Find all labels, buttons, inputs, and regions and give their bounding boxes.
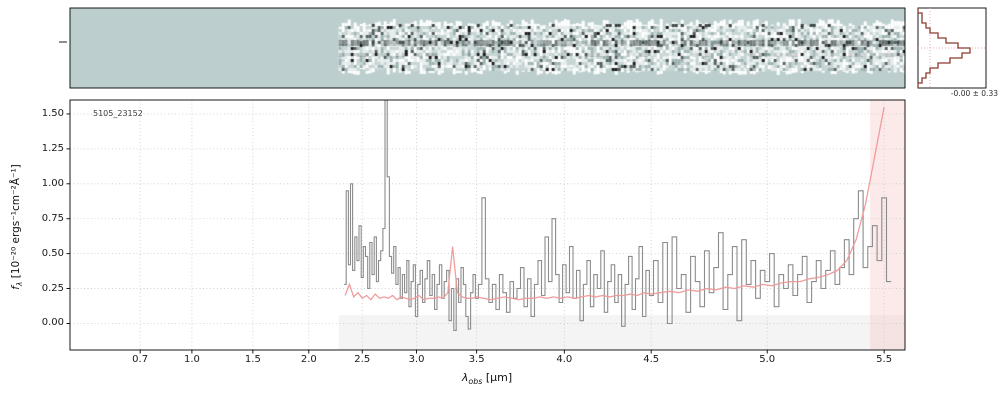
residual-stat-label: -0.00 ± 0.33	[950, 89, 998, 98]
x-tick-label: 5.5	[876, 354, 893, 365]
y-tick-label: 1.00	[41, 177, 64, 189]
residual-histogram	[917, 8, 986, 88]
y-tick-label: 0.25	[41, 282, 64, 294]
y-tick-label: 0.50	[41, 247, 64, 259]
x-tick-label: 1.5	[244, 354, 261, 365]
2d-panel-frame	[69, 7, 906, 89]
y-tick-label: 1.25	[41, 142, 64, 154]
x-axis-label-sub: obs	[468, 377, 483, 387]
error-spectrum-line	[344, 106, 885, 301]
y-tick-label: 1.50	[41, 107, 64, 119]
y-axis-label-symbol: f	[9, 286, 22, 290]
x-tick-label: 3.5	[468, 354, 485, 365]
x-tick-label: 5.0	[759, 354, 776, 365]
x-tick-label: 0.7	[132, 354, 149, 365]
observed-spectrum-line	[344, 100, 892, 331]
y-tick-label: 0.00	[41, 317, 64, 329]
x-tick-label: 3.0	[408, 354, 425, 365]
x-axis-label: λobs [μm]	[462, 371, 512, 386]
y-axis-label-sub: λ	[15, 281, 25, 287]
x-tick-label: 2.0	[300, 354, 317, 365]
x-tick-label: 2.5	[354, 354, 371, 365]
y-axis-label: fλ [10⁻²⁰ ergs⁻¹cm⁻²Å⁻¹]	[10, 164, 24, 290]
series	[344, 100, 892, 331]
object-id-label: 5105_23152	[93, 109, 143, 118]
2d-spectrum-image	[70, 8, 905, 88]
gridlines	[70, 100, 905, 350]
edge-band	[870, 100, 905, 350]
x-tick-label: 4.0	[556, 354, 573, 365]
x-tick-label: 4.5	[643, 354, 660, 365]
x-tick-label: 1.0	[183, 354, 200, 365]
y-tick-label: 0.75	[41, 212, 64, 224]
y-axis-label-units: [10⁻²⁰ ergs⁻¹cm⁻²Å⁻¹]	[9, 164, 22, 282]
main-axes-frame	[69, 99, 906, 351]
x-axis-label-symbol: λ	[461, 371, 469, 384]
hist-step-line	[917, 8, 971, 88]
x-axis-label-units: [μm]	[482, 371, 513, 384]
